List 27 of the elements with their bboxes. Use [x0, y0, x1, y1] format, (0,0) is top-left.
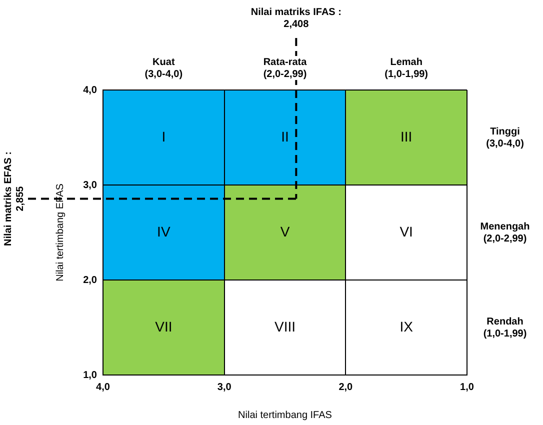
- x-axis-title: Nilai tertimbang IFAS: [238, 410, 332, 421]
- annotation: IX: [400, 318, 414, 334]
- x-tick-label: 2,0: [338, 382, 354, 393]
- text: Lemah (1,0-1,99): [384, 56, 428, 80]
- y-tick-label: 4,0: [83, 84, 98, 96]
- annotation: VII: [155, 318, 172, 334]
- annotation: V: [280, 223, 290, 240]
- ref-line-label: Nilai matriks IFAS : 2,408: [250, 6, 342, 30]
- annotation: I: [162, 128, 166, 144]
- text: Rendah (1,0-1,99): [483, 316, 527, 340]
- annotation: IV: [157, 223, 171, 240]
- x-tick-label: 3,0: [217, 382, 232, 393]
- x-tick-label: 4,0: [96, 382, 110, 393]
- y-tick-label: 1,0: [83, 370, 98, 381]
- y-tick-label: 3,0: [83, 180, 98, 191]
- text: Menengah (2,0-2,99): [480, 221, 530, 244]
- annotation: VI: [400, 223, 413, 240]
- text: Kuat (3,0-4,0): [144, 56, 183, 80]
- x-tick-label: 1,0: [460, 382, 474, 393]
- annotation: II: [281, 128, 289, 144]
- text: Rata-rata (2,0-2,99): [263, 56, 308, 80]
- y-axis-title: Nilai tertimbang EFAS: [54, 183, 66, 282]
- text: Tinggi (3,0-4,0): [486, 126, 524, 150]
- y-tick-label: 2,0: [83, 274, 98, 286]
- ref-line-label: Nilai matriks EFAS : 2,855: [2, 152, 26, 246]
- annotation: VIII: [274, 318, 296, 334]
- annotation: III: [400, 128, 412, 144]
